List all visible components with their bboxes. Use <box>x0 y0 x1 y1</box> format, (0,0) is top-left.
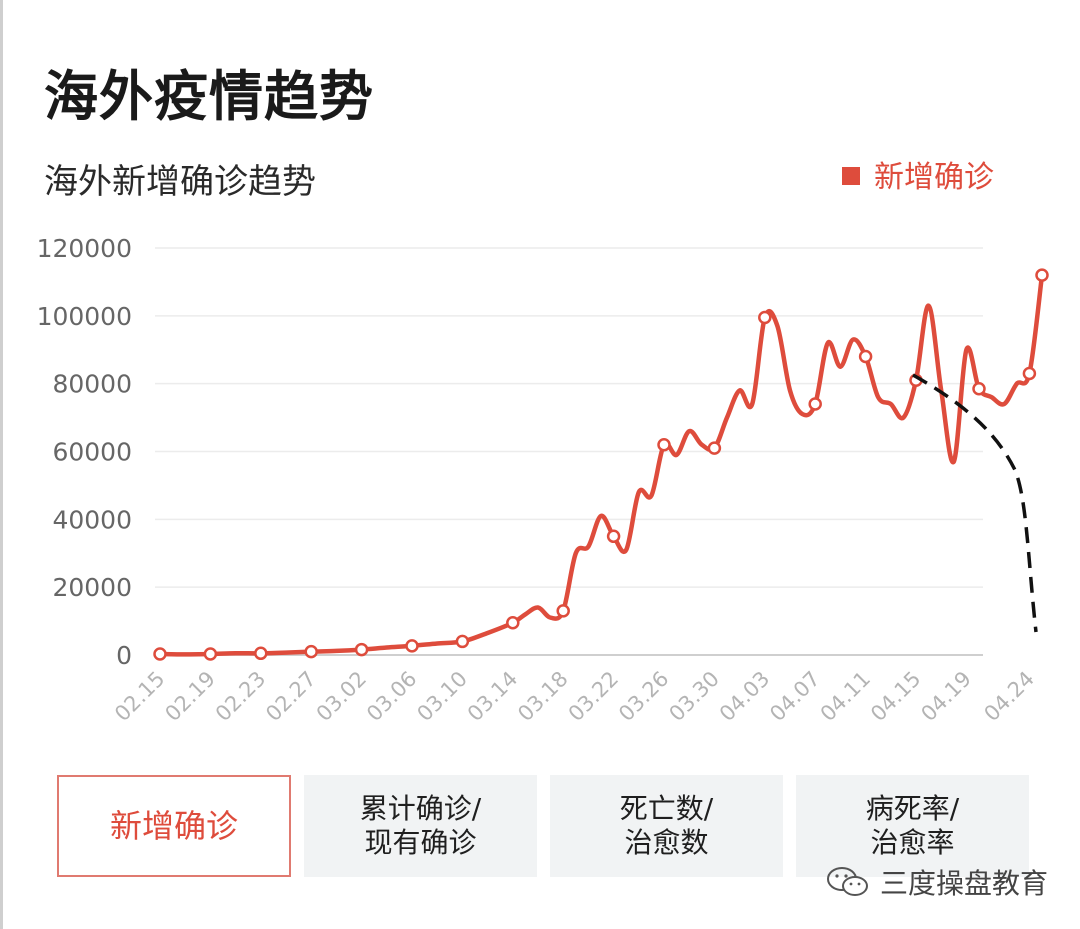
series-markers <box>153 268 1049 661</box>
y-tick-labels: 0 20000 40000 60000 80000 100000 120000 <box>37 234 132 670</box>
data-point-marker <box>203 647 218 661</box>
data-point-marker <box>858 349 873 364</box>
x-tick-label: 03.30 <box>664 667 723 726</box>
x-tick-label: 03.22 <box>564 667 623 726</box>
y-tick-label: 0 <box>116 641 132 670</box>
data-point-marker <box>304 644 318 659</box>
data-point-marker <box>972 382 986 396</box>
x-tick-label: 02.27 <box>261 667 320 726</box>
legend-label: 新增确诊 <box>874 160 994 195</box>
tab-fatality-recovery-rate[interactable]: 病死率/ 治愈率 <box>796 775 1029 877</box>
data-point-marker <box>758 310 772 325</box>
legend-swatch <box>842 167 860 185</box>
data-point-marker <box>405 639 419 653</box>
y-tick-label: 60000 <box>52 438 132 467</box>
y-tick-label: 100000 <box>37 302 132 331</box>
left-border <box>0 0 3 929</box>
x-tick-label: 04.07 <box>765 667 824 726</box>
x-tick-label: 02.19 <box>160 667 219 726</box>
x-tick-label: 04.11 <box>816 667 875 726</box>
tab-deaths-recovered[interactable]: 死亡数/ 治愈数 <box>550 775 783 877</box>
series-line <box>157 272 1045 657</box>
x-tick-label: 03.10 <box>412 667 471 726</box>
x-tick-label: 03.06 <box>362 667 421 726</box>
data-point-marker <box>354 642 369 657</box>
tab-cumulative-current[interactable]: 累计确诊/ 现有确诊 <box>304 775 537 877</box>
x-tick-label: 04.19 <box>916 667 975 726</box>
watermark: 三度操盘教育 <box>826 862 1048 902</box>
data-point-marker <box>808 397 822 411</box>
y-tick-label: 80000 <box>52 370 132 399</box>
x-tick-labels: 02.1502.1902.2302.2703.0203.0603.1003.14… <box>110 667 1039 726</box>
y-tick-label: 20000 <box>52 573 132 602</box>
x-tick-label: 03.18 <box>513 667 572 726</box>
wechat-icon <box>827 867 868 896</box>
hand-drawn-dashed-annotation <box>912 373 1038 633</box>
data-point-marker <box>153 647 167 661</box>
data-point-marker <box>455 634 470 649</box>
y-tick-label: 120000 <box>37 234 132 263</box>
data-point-marker <box>254 646 268 661</box>
x-tick-label: 04.15 <box>866 667 925 726</box>
x-tick-label: 03.14 <box>463 667 522 726</box>
data-point-marker <box>556 604 570 618</box>
chart-legend[interactable]: 新增确诊 <box>842 152 994 196</box>
data-point-marker <box>657 437 671 452</box>
x-tick-label: 04.24 <box>979 667 1038 726</box>
data-point-marker <box>606 529 621 544</box>
x-tick-label: 04.03 <box>715 667 774 726</box>
x-tick-label: 02.23 <box>211 667 270 726</box>
x-tick-label: 02.15 <box>110 667 169 726</box>
y-tick-label: 40000 <box>52 505 132 534</box>
watermark-text: 三度操盘教育 <box>880 867 1049 900</box>
data-point-marker <box>707 441 722 455</box>
data-point-marker <box>1022 366 1037 381</box>
data-point-marker <box>1035 268 1049 282</box>
tab-new-confirmed[interactable]: 新增确诊 <box>57 775 291 877</box>
chart-title: 海外新增确诊趋势 <box>44 162 316 202</box>
x-tick-label: 03.26 <box>614 667 673 726</box>
page-title: 海外疫情趋势 <box>44 65 374 128</box>
x-tick-label: 03.02 <box>312 667 371 726</box>
data-point-marker <box>506 616 520 630</box>
